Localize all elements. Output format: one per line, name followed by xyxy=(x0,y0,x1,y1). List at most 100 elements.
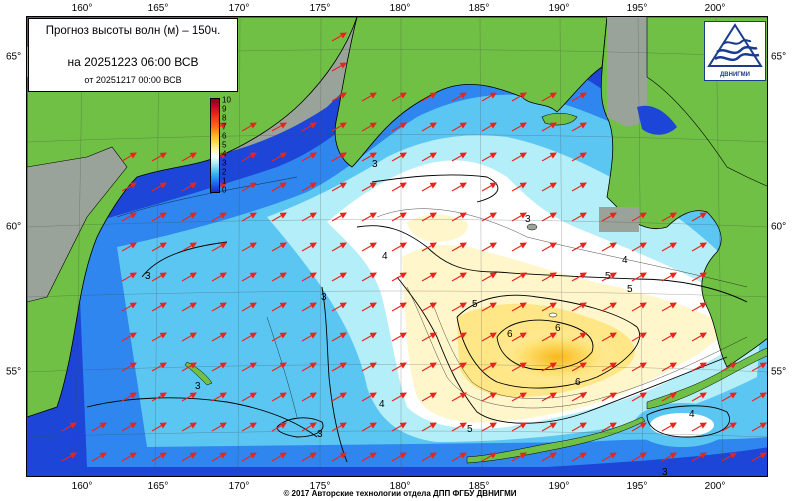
direction-arrow xyxy=(511,392,527,402)
direction-arrow xyxy=(691,422,707,432)
direction-arrow xyxy=(151,272,167,282)
direction-arrow xyxy=(451,362,467,372)
direction-arrow xyxy=(421,92,437,102)
lat-label: 55° xyxy=(6,366,22,378)
colorbar-label: 8 xyxy=(222,113,227,123)
ice-gray-2 xyxy=(599,207,639,232)
direction-arrow xyxy=(421,452,437,462)
direction-arrow xyxy=(241,422,257,432)
direction-arrow xyxy=(571,332,587,342)
direction-arrow xyxy=(331,452,347,462)
direction-arrow xyxy=(661,452,677,462)
direction-arrow xyxy=(661,422,677,432)
direction-arrow xyxy=(271,152,287,162)
direction-arrow xyxy=(541,392,557,402)
colorbar-label: 6 xyxy=(222,131,227,141)
direction-arrow xyxy=(751,422,767,432)
direction-arrow xyxy=(211,422,227,432)
contour-label: 4 xyxy=(379,399,385,410)
direction-arrow xyxy=(511,122,527,132)
direction-arrow xyxy=(751,452,767,462)
direction-arrow xyxy=(331,122,347,132)
direction-arrow xyxy=(751,362,767,372)
colorbar-label: 9 xyxy=(222,104,227,114)
direction-arrow xyxy=(691,362,707,372)
direction-arrow xyxy=(361,182,377,192)
direction-arrow xyxy=(331,242,347,252)
direction-arrow xyxy=(601,302,617,312)
contour-label: 3 xyxy=(145,271,151,282)
direction-arrow xyxy=(541,242,557,252)
lon-label: 200° xyxy=(704,3,726,14)
contour-label: 6 xyxy=(507,329,513,340)
direction-arrow xyxy=(571,242,587,252)
direction-arrow xyxy=(481,152,497,162)
direction-arrow xyxy=(451,332,467,342)
direction-arrow xyxy=(631,242,647,252)
direction-arrow xyxy=(541,92,557,102)
map-canvas: 3 3 4 5 5 5 6 6 6 4 5 4 4 3 3 3 3 3 xyxy=(27,17,767,477)
direction-arrow xyxy=(151,302,167,312)
direction-arrow xyxy=(631,302,647,312)
direction-arrow xyxy=(451,242,467,252)
direction-arrow xyxy=(271,302,287,312)
direction-arrow xyxy=(361,272,377,282)
forecast-title: Прогноз высоты волн (м) – 150ч. xyxy=(45,25,221,37)
direction-arrow xyxy=(541,182,557,192)
direction-arrow xyxy=(121,332,137,342)
direction-arrow xyxy=(421,422,437,432)
direction-arrow xyxy=(541,362,557,372)
direction-arrow xyxy=(91,452,107,462)
colorbar-label: 2 xyxy=(222,167,227,177)
contour-label: 3 xyxy=(317,429,323,440)
direction-arrow xyxy=(361,422,377,432)
direction-arrow xyxy=(301,122,317,132)
direction-arrow xyxy=(391,242,407,252)
direction-arrow xyxy=(481,242,497,252)
direction-arrow xyxy=(571,152,587,162)
contour-label: 3 xyxy=(662,467,668,477)
land-gray-patch xyxy=(27,146,128,303)
direction-arrow xyxy=(151,392,167,402)
direction-arrow xyxy=(361,212,377,222)
contour-label: 5 xyxy=(627,284,633,295)
direction-arrow xyxy=(691,242,707,252)
direction-arrow xyxy=(601,392,617,402)
direction-arrow xyxy=(391,272,407,282)
lon-label: 165° xyxy=(147,3,169,14)
contour-label: 5 xyxy=(605,271,611,282)
direction-arrow xyxy=(121,242,137,252)
direction-arrow xyxy=(511,242,527,252)
direction-arrow xyxy=(301,422,317,432)
direction-arrow xyxy=(181,302,197,312)
direction-arrow xyxy=(361,392,377,402)
colorbar-label: 7 xyxy=(222,122,227,132)
direction-arrow xyxy=(661,362,677,372)
direction-arrow xyxy=(271,242,287,252)
direction-arrow xyxy=(331,32,347,42)
direction-arrow xyxy=(571,452,587,462)
direction-arrow xyxy=(661,302,677,312)
colorbar-label: 1 xyxy=(222,176,227,186)
direction-arrow xyxy=(631,272,647,282)
direction-arrow xyxy=(541,152,557,162)
direction-arrow xyxy=(481,302,497,312)
direction-arrow xyxy=(661,332,677,342)
direction-arrow xyxy=(181,392,197,402)
direction-arrow xyxy=(241,302,257,312)
direction-arrow xyxy=(481,362,497,372)
lon-label: 165° xyxy=(147,481,169,492)
lon-label: 180° xyxy=(389,481,411,492)
direction-arrow xyxy=(511,452,527,462)
direction-arrow xyxy=(181,362,197,372)
direction-arrow xyxy=(301,332,317,342)
wave-height-map: 3 3 4 5 5 5 6 6 6 4 5 4 4 3 3 3 3 3 xyxy=(26,16,768,477)
direction-arrow xyxy=(331,422,347,432)
lon-label: 185° xyxy=(468,3,490,14)
lon-label: 180° xyxy=(389,3,411,14)
direction-arrow xyxy=(541,212,557,222)
direction-arrow xyxy=(421,182,437,192)
direction-arrow xyxy=(121,212,137,222)
direction-arrow xyxy=(241,272,257,282)
copyright: © 2017 Авторские технологии отдела ДПП Ф… xyxy=(283,489,517,498)
